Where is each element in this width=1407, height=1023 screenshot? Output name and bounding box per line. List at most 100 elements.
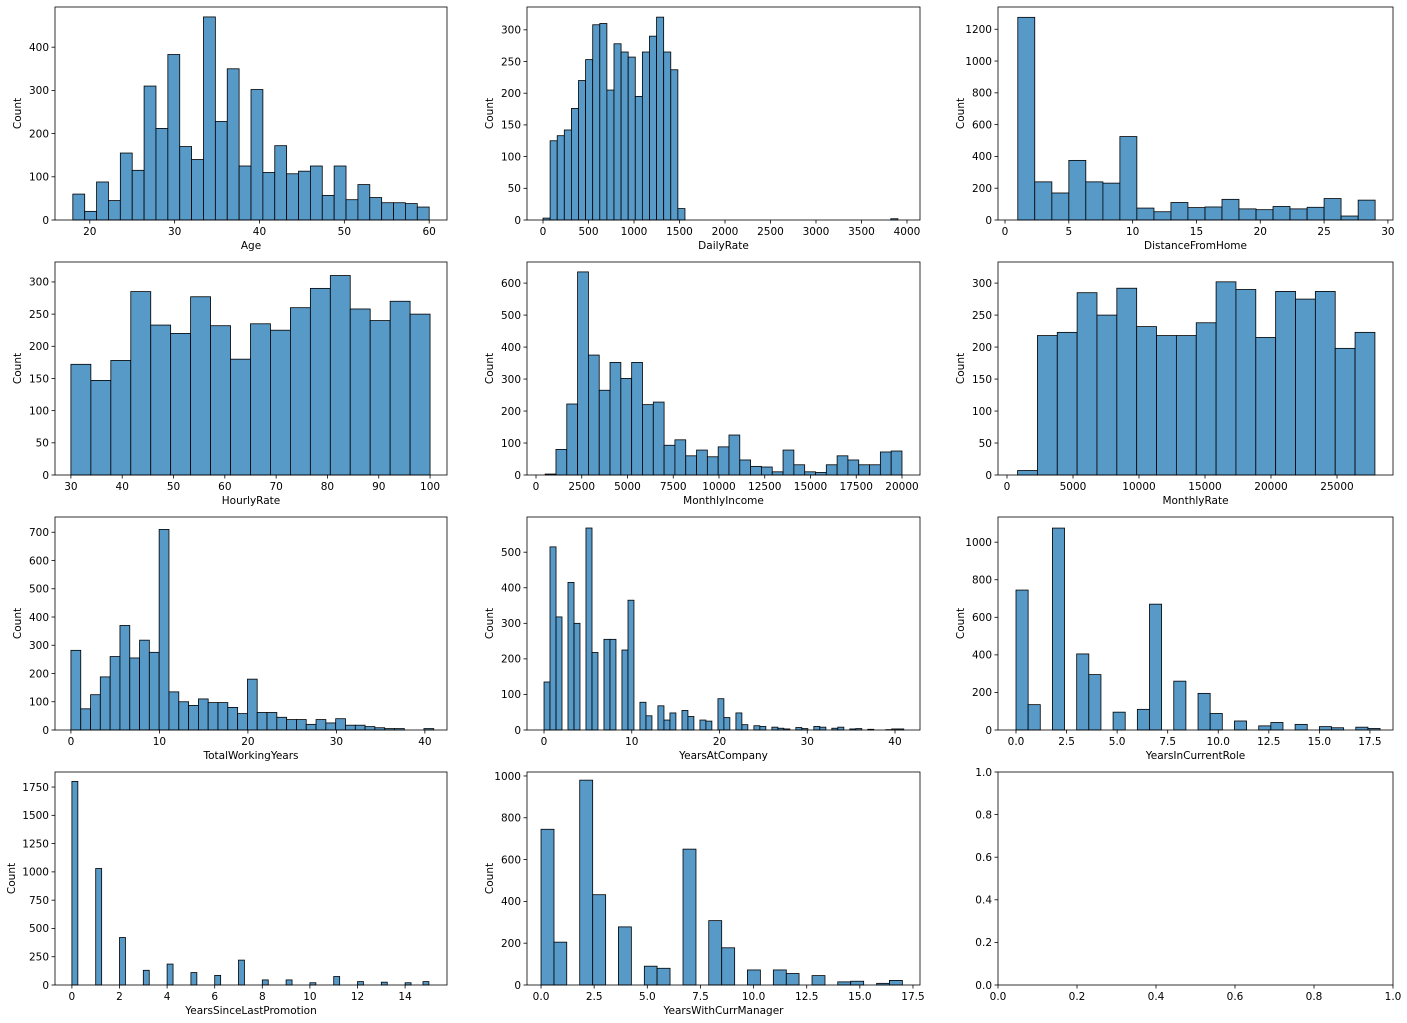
- x-tick-label: 5000: [1060, 481, 1087, 493]
- bar: [1204, 206, 1223, 221]
- bar: [723, 717, 731, 731]
- bar: [879, 451, 892, 476]
- bar: [869, 464, 881, 476]
- x-axis-label: YearsWithCurrManager: [662, 1005, 784, 1017]
- x-axis-label: HourlyRate: [222, 495, 281, 507]
- bar: [230, 358, 251, 476]
- bar: [393, 202, 406, 221]
- x-tick-label: 20000: [1254, 481, 1287, 493]
- x-tick-label: 60: [218, 481, 231, 493]
- bar: [119, 152, 133, 221]
- bar: [198, 698, 209, 731]
- bar: [888, 980, 903, 986]
- bar: [556, 135, 565, 221]
- x-tick-label: 2500: [568, 481, 595, 493]
- bar: [1306, 206, 1325, 221]
- bar: [1318, 726, 1332, 731]
- bar: [148, 651, 160, 731]
- bar: [329, 275, 351, 476]
- y-tick-label: 100: [29, 697, 49, 709]
- bar: [276, 716, 288, 731]
- x-tick-label: 20: [1254, 226, 1267, 238]
- x-axis-label: MonthlyIncome: [683, 495, 764, 507]
- bar: [1238, 208, 1257, 221]
- bar: [321, 194, 335, 221]
- x-axis-label: TotalWorkingYears: [202, 750, 298, 762]
- bar: [190, 972, 198, 986]
- bar: [592, 24, 601, 221]
- y-tick-label: 1750: [22, 782, 49, 794]
- bar: [1034, 181, 1053, 221]
- x-tick-label: 1000: [621, 226, 648, 238]
- bar: [333, 976, 341, 986]
- x-tick-label: 100: [420, 481, 440, 493]
- axes-frame: [997, 261, 1394, 476]
- y-tick-label: 100: [501, 689, 521, 701]
- y-tick-label: 150: [29, 373, 49, 385]
- bar: [717, 446, 730, 476]
- x-tick-label: 15.0: [1308, 736, 1331, 748]
- bar: [405, 203, 418, 221]
- x-tick-label: 30: [330, 736, 343, 748]
- x-tick-label: 10.0: [742, 991, 765, 1003]
- bar: [652, 401, 665, 476]
- bar: [1295, 298, 1316, 476]
- y-axis-label: Count: [12, 98, 24, 129]
- x-tick-label: 5.0: [639, 991, 656, 1003]
- bar: [207, 702, 219, 731]
- bar: [1085, 181, 1104, 221]
- bar: [422, 981, 430, 986]
- x-tick-label: 60: [422, 226, 435, 238]
- bar: [585, 59, 594, 221]
- bar: [80, 708, 91, 731]
- y-tick-label: 300: [972, 278, 992, 290]
- x-tick-label: 17.5: [1358, 736, 1381, 748]
- bar: [627, 56, 636, 221]
- y-axis-label: Count: [484, 98, 496, 129]
- axes-frame: [54, 6, 448, 221]
- bar: [741, 724, 749, 731]
- x-tick-label: 0.2: [1069, 991, 1086, 1003]
- y-tick-label: 300: [501, 374, 521, 386]
- x-tick-label: 40: [116, 481, 129, 493]
- y-tick-label: 300: [29, 640, 49, 652]
- bar: [1076, 292, 1098, 476]
- y-tick-label: 1000: [965, 537, 992, 549]
- x-tick-label: 5000: [614, 481, 641, 493]
- x-tick-label: 12.5: [795, 991, 818, 1003]
- y-tick-label: 1000: [965, 56, 992, 68]
- bar: [119, 937, 126, 986]
- x-tick-label: 0.0: [1008, 736, 1025, 748]
- bar: [739, 459, 752, 476]
- bar: [1175, 335, 1197, 476]
- x-tick-label: 7.5: [1159, 736, 1176, 748]
- y-tick-label: 600: [501, 278, 521, 290]
- bar: [158, 529, 170, 731]
- y-tick-label: 100: [501, 151, 521, 163]
- bar: [325, 722, 337, 731]
- axes-frame: [997, 516, 1394, 731]
- bar: [1112, 711, 1126, 731]
- bar: [1051, 192, 1070, 221]
- x-axis-label: YearsAtCompany: [678, 750, 768, 762]
- y-tick-label: 100: [501, 438, 521, 450]
- bar: [1017, 16, 1036, 221]
- x-tick-label: 2500: [757, 226, 784, 238]
- bar: [708, 920, 723, 986]
- y-tick-label: 0: [42, 980, 49, 992]
- bar: [649, 35, 657, 221]
- bar: [1340, 215, 1359, 221]
- x-tick-label: 500: [578, 226, 598, 238]
- bar: [1197, 692, 1211, 731]
- x-tick-label: 10: [625, 736, 638, 748]
- bar: [110, 360, 132, 476]
- x-tick-label: 15: [1190, 226, 1203, 238]
- bar: [811, 975, 826, 986]
- bar: [687, 716, 695, 731]
- bar: [543, 681, 551, 731]
- y-tick-label: 800: [501, 813, 521, 825]
- bar: [72, 193, 86, 221]
- bar: [1017, 470, 1038, 476]
- bar: [1116, 287, 1138, 476]
